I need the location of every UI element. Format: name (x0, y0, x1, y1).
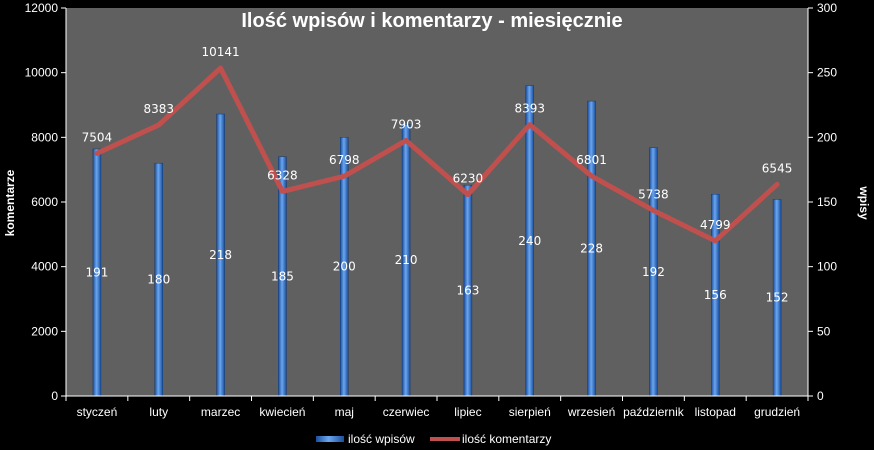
x-tick-label: grudzień (754, 405, 800, 419)
bar-data-label: 180 (147, 273, 170, 287)
bar-data-label: 163 (456, 284, 479, 298)
line-data-label: 7504 (82, 130, 113, 144)
y-left-tick-label: 6000 (31, 195, 58, 209)
line-data-label: 6801 (576, 153, 607, 167)
line-data-label: 7903 (391, 117, 422, 131)
line-data-label: 8383 (143, 102, 174, 116)
bar-data-label: 192 (642, 265, 665, 279)
line-data-label: 4799 (700, 218, 731, 232)
y-right-tick-label: 150 (817, 195, 837, 209)
bar-data-label: 240 (518, 234, 541, 248)
chart-title: Ilość wpisów i komentarzy - miesięcznie (241, 10, 622, 32)
line-layer (94, 65, 780, 244)
x-tick-label: styczeń (77, 405, 118, 419)
legend-swatch-bars (316, 436, 344, 442)
bars-layer (92, 85, 782, 397)
line-data-label: 8393 (514, 102, 545, 116)
line-data-label: 6798 (329, 153, 360, 167)
y-right-tick-label: 50 (817, 324, 831, 338)
y-right-tick-label: 200 (817, 130, 837, 144)
y-left-tick-label: 0 (51, 389, 58, 403)
y-right-tick-label: 100 (817, 260, 837, 274)
x-tick-label: listopad (695, 405, 736, 419)
line-data-label: 6230 (453, 172, 484, 186)
y-left-tick-label: 2000 (31, 324, 58, 338)
bar-data-label: 210 (395, 253, 418, 267)
y-right-tick-label: 250 (817, 66, 837, 80)
y-right-tick-label: 300 (817, 1, 837, 15)
bar-data-label: 218 (209, 248, 232, 262)
bar-data-label: 152 (766, 291, 789, 305)
line-series-comments (94, 65, 780, 244)
x-tick-label: kwiecień (259, 405, 305, 419)
data-labels-layer: 7504 8383 10141 6328 6798 7903 6230 8393 6801 573… (82, 45, 793, 305)
line-data-label: 6545 (762, 161, 793, 175)
x-tick-label: wrzesień (567, 405, 615, 419)
line-data-label: 10141 (201, 45, 239, 59)
y-right-tick-label: 0 (817, 389, 824, 403)
x-tick-label: lipiec (454, 405, 481, 419)
line-data-label: 6328 (267, 168, 298, 182)
x-tick-label: październik (623, 405, 685, 419)
x-tick-label: sierpień (509, 405, 551, 419)
bar-data-label: 185 (271, 269, 294, 283)
legend: ilość wpisów ilość komentarzy (316, 432, 551, 446)
x-tick-label: luty (149, 405, 168, 419)
line-data-label: 5738 (638, 187, 669, 201)
legend-label-bars: ilość wpisów (348, 432, 415, 446)
bar-data-label: 200 (333, 260, 356, 274)
bar-data-label: 228 (580, 242, 603, 256)
legend-label-line: ilość komentarzy (462, 432, 551, 446)
x-tick-label: czerwiec (383, 405, 430, 419)
y-left-tick-label: 12000 (25, 1, 59, 15)
x-tick-label: maj (335, 405, 354, 419)
axes-layer: 0 2000 4000 6000 8000 10000 12000 0 50 100 150 200 2… (25, 1, 838, 419)
bar-data-label: 156 (704, 288, 727, 302)
plot-area (66, 8, 808, 396)
y-left-tick-label: 10000 (25, 66, 59, 80)
x-tick-label: marzec (201, 405, 240, 419)
y-left-tick-label: 8000 (31, 130, 58, 144)
y-left-tick-label: 4000 (31, 260, 58, 274)
y-left-axis-title: komentarze (3, 169, 17, 236)
bar-data-label: 191 (85, 265, 108, 279)
y-right-axis-title: wpisy (857, 185, 871, 220)
